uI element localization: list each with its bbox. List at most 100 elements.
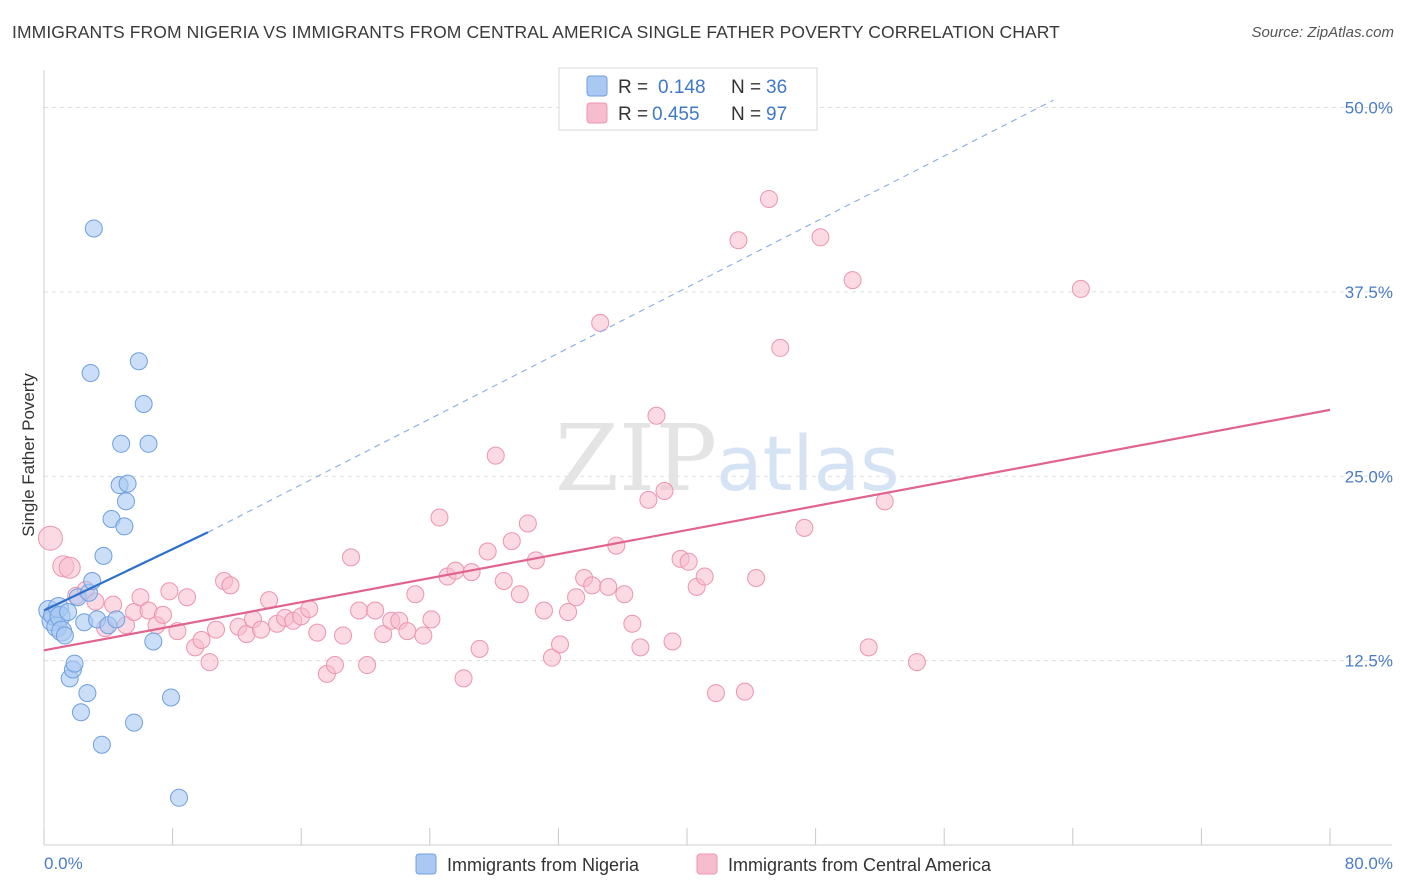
nigeria-point-28 [115, 517, 134, 536]
central-america-point-48 [430, 508, 449, 527]
nigeria-point-34 [139, 434, 158, 453]
central-america-point-2 [58, 556, 81, 579]
bottom-legend-label-nigeria: Immigrants from Nigeria [447, 855, 640, 875]
central-america-point-18 [192, 630, 211, 649]
x-tick-label-max: 80.0% [1345, 854, 1393, 873]
central-america-point-85 [747, 569, 766, 588]
central-america-point-45 [406, 585, 425, 604]
central-america-point-79 [679, 552, 698, 571]
central-america-point-7 [104, 595, 123, 614]
central-america-point-44 [398, 622, 417, 641]
central-america-point-86 [759, 189, 778, 208]
central-america-point-71 [615, 585, 634, 604]
nigeria-point-15 [78, 684, 97, 703]
nigeria-point-33 [134, 394, 153, 413]
central-america-point-0 [37, 525, 63, 551]
nigeria-point-35 [144, 632, 163, 651]
central-america-point-90 [843, 271, 862, 290]
legend-n-value-nigeria: 36 [766, 77, 787, 98]
central-america-point-82 [706, 684, 725, 703]
grid-lines [44, 107, 1392, 662]
central-america-point-84 [735, 682, 754, 701]
central-america-point-36 [333, 626, 352, 645]
central-america-point-13 [153, 605, 172, 624]
x-tick-label-min: 0.0% [44, 854, 83, 873]
nigeria-point-21 [92, 735, 111, 754]
y-tick-label-2: 37.5% [1345, 283, 1393, 302]
nigeria-point-29 [116, 492, 135, 511]
central-america-point-59 [518, 514, 537, 533]
central-america-point-57 [502, 532, 521, 551]
central-america-point-61 [534, 601, 553, 620]
legend-r-label-nigeria: R = [618, 77, 648, 98]
central-america-point-50 [446, 561, 465, 580]
watermark: ZIP atlas [555, 405, 900, 512]
central-america-point-39 [358, 656, 377, 675]
central-america-point-38 [350, 601, 369, 620]
bottom-legend-swatch-nigeria [415, 853, 437, 875]
central-america-point-63 [551, 635, 570, 654]
y-tick-label-3: 50.0% [1345, 99, 1393, 118]
central-america-point-41 [374, 625, 393, 644]
central-america-point-26 [252, 620, 271, 639]
central-america-point-68 [591, 313, 610, 332]
central-america-point-19 [200, 653, 219, 672]
central-america-trend-line [43, 408, 1331, 652]
central-america-point-33 [308, 623, 327, 642]
central-america-point-92 [875, 492, 894, 511]
central-america-point-87 [771, 338, 790, 357]
central-america-point-81 [695, 567, 714, 586]
central-america-point-75 [647, 406, 666, 425]
correlation-legend: R = 0.148 N = 36 R = 0.455 N = 97 [558, 67, 818, 131]
legend-swatch-nigeria [586, 75, 608, 97]
nigeria-point-31 [125, 713, 144, 732]
y-tick-label-0: 12.5% [1345, 652, 1393, 671]
legend-swatch-central-america [586, 102, 608, 124]
central-america-point-56 [494, 571, 513, 590]
y-tick-label-1: 25.0% [1345, 467, 1393, 486]
central-america-point-46 [414, 626, 433, 645]
central-america-point-14 [160, 582, 179, 601]
central-america-point-58 [510, 585, 529, 604]
source-label: Source: ZipAtlas.com [1251, 24, 1394, 41]
central-america-point-76 [655, 482, 674, 500]
central-america-point-89 [811, 228, 830, 247]
nigeria-point-22 [94, 546, 113, 565]
central-america-point-88 [795, 518, 814, 537]
trend-lines [43, 99, 1331, 652]
legend-n-label-nigeria: N = [731, 77, 761, 98]
nigeria-point-30 [118, 474, 137, 493]
nigeria-point-27 [112, 434, 131, 453]
central-america-point-91 [859, 638, 878, 657]
central-america-point-32 [300, 600, 319, 618]
nigeria-point-7 [55, 626, 74, 645]
nigeria-point-8 [59, 602, 78, 621]
nigeria-point-36 [161, 688, 180, 707]
nigeria-trend-line [43, 531, 209, 612]
central-america-point-65 [567, 588, 586, 607]
central-america-point-16 [178, 588, 197, 607]
central-america-point-83 [729, 231, 748, 250]
central-america-point-64 [559, 602, 578, 621]
central-america-point-53 [470, 639, 489, 658]
central-america-points [37, 189, 1090, 703]
central-america-point-10 [131, 588, 150, 607]
axes [43, 70, 1392, 846]
central-america-point-54 [478, 542, 497, 561]
nigeria-point-37 [170, 788, 189, 807]
nigeria-point-13 [71, 703, 90, 722]
central-america-point-69 [599, 577, 618, 596]
bottom-legend-swatch-central-america [696, 853, 718, 875]
y-tick-labels: 12.5% 25.0% 37.5% 50.0% [1345, 99, 1393, 671]
central-america-point-94 [1071, 279, 1090, 298]
central-america-point-93 [907, 653, 926, 672]
central-america-point-62 [542, 648, 561, 667]
series-legend: Immigrants from Nigeria Immigrants from … [415, 853, 992, 875]
central-america-point-73 [631, 638, 650, 657]
bottom-legend-label-central-america: Immigrants from Central America [728, 855, 992, 875]
central-america-point-22 [221, 576, 240, 595]
watermark-atlas: atlas [716, 419, 900, 508]
nigeria-point-32 [129, 352, 148, 371]
central-america-point-35 [325, 656, 344, 675]
